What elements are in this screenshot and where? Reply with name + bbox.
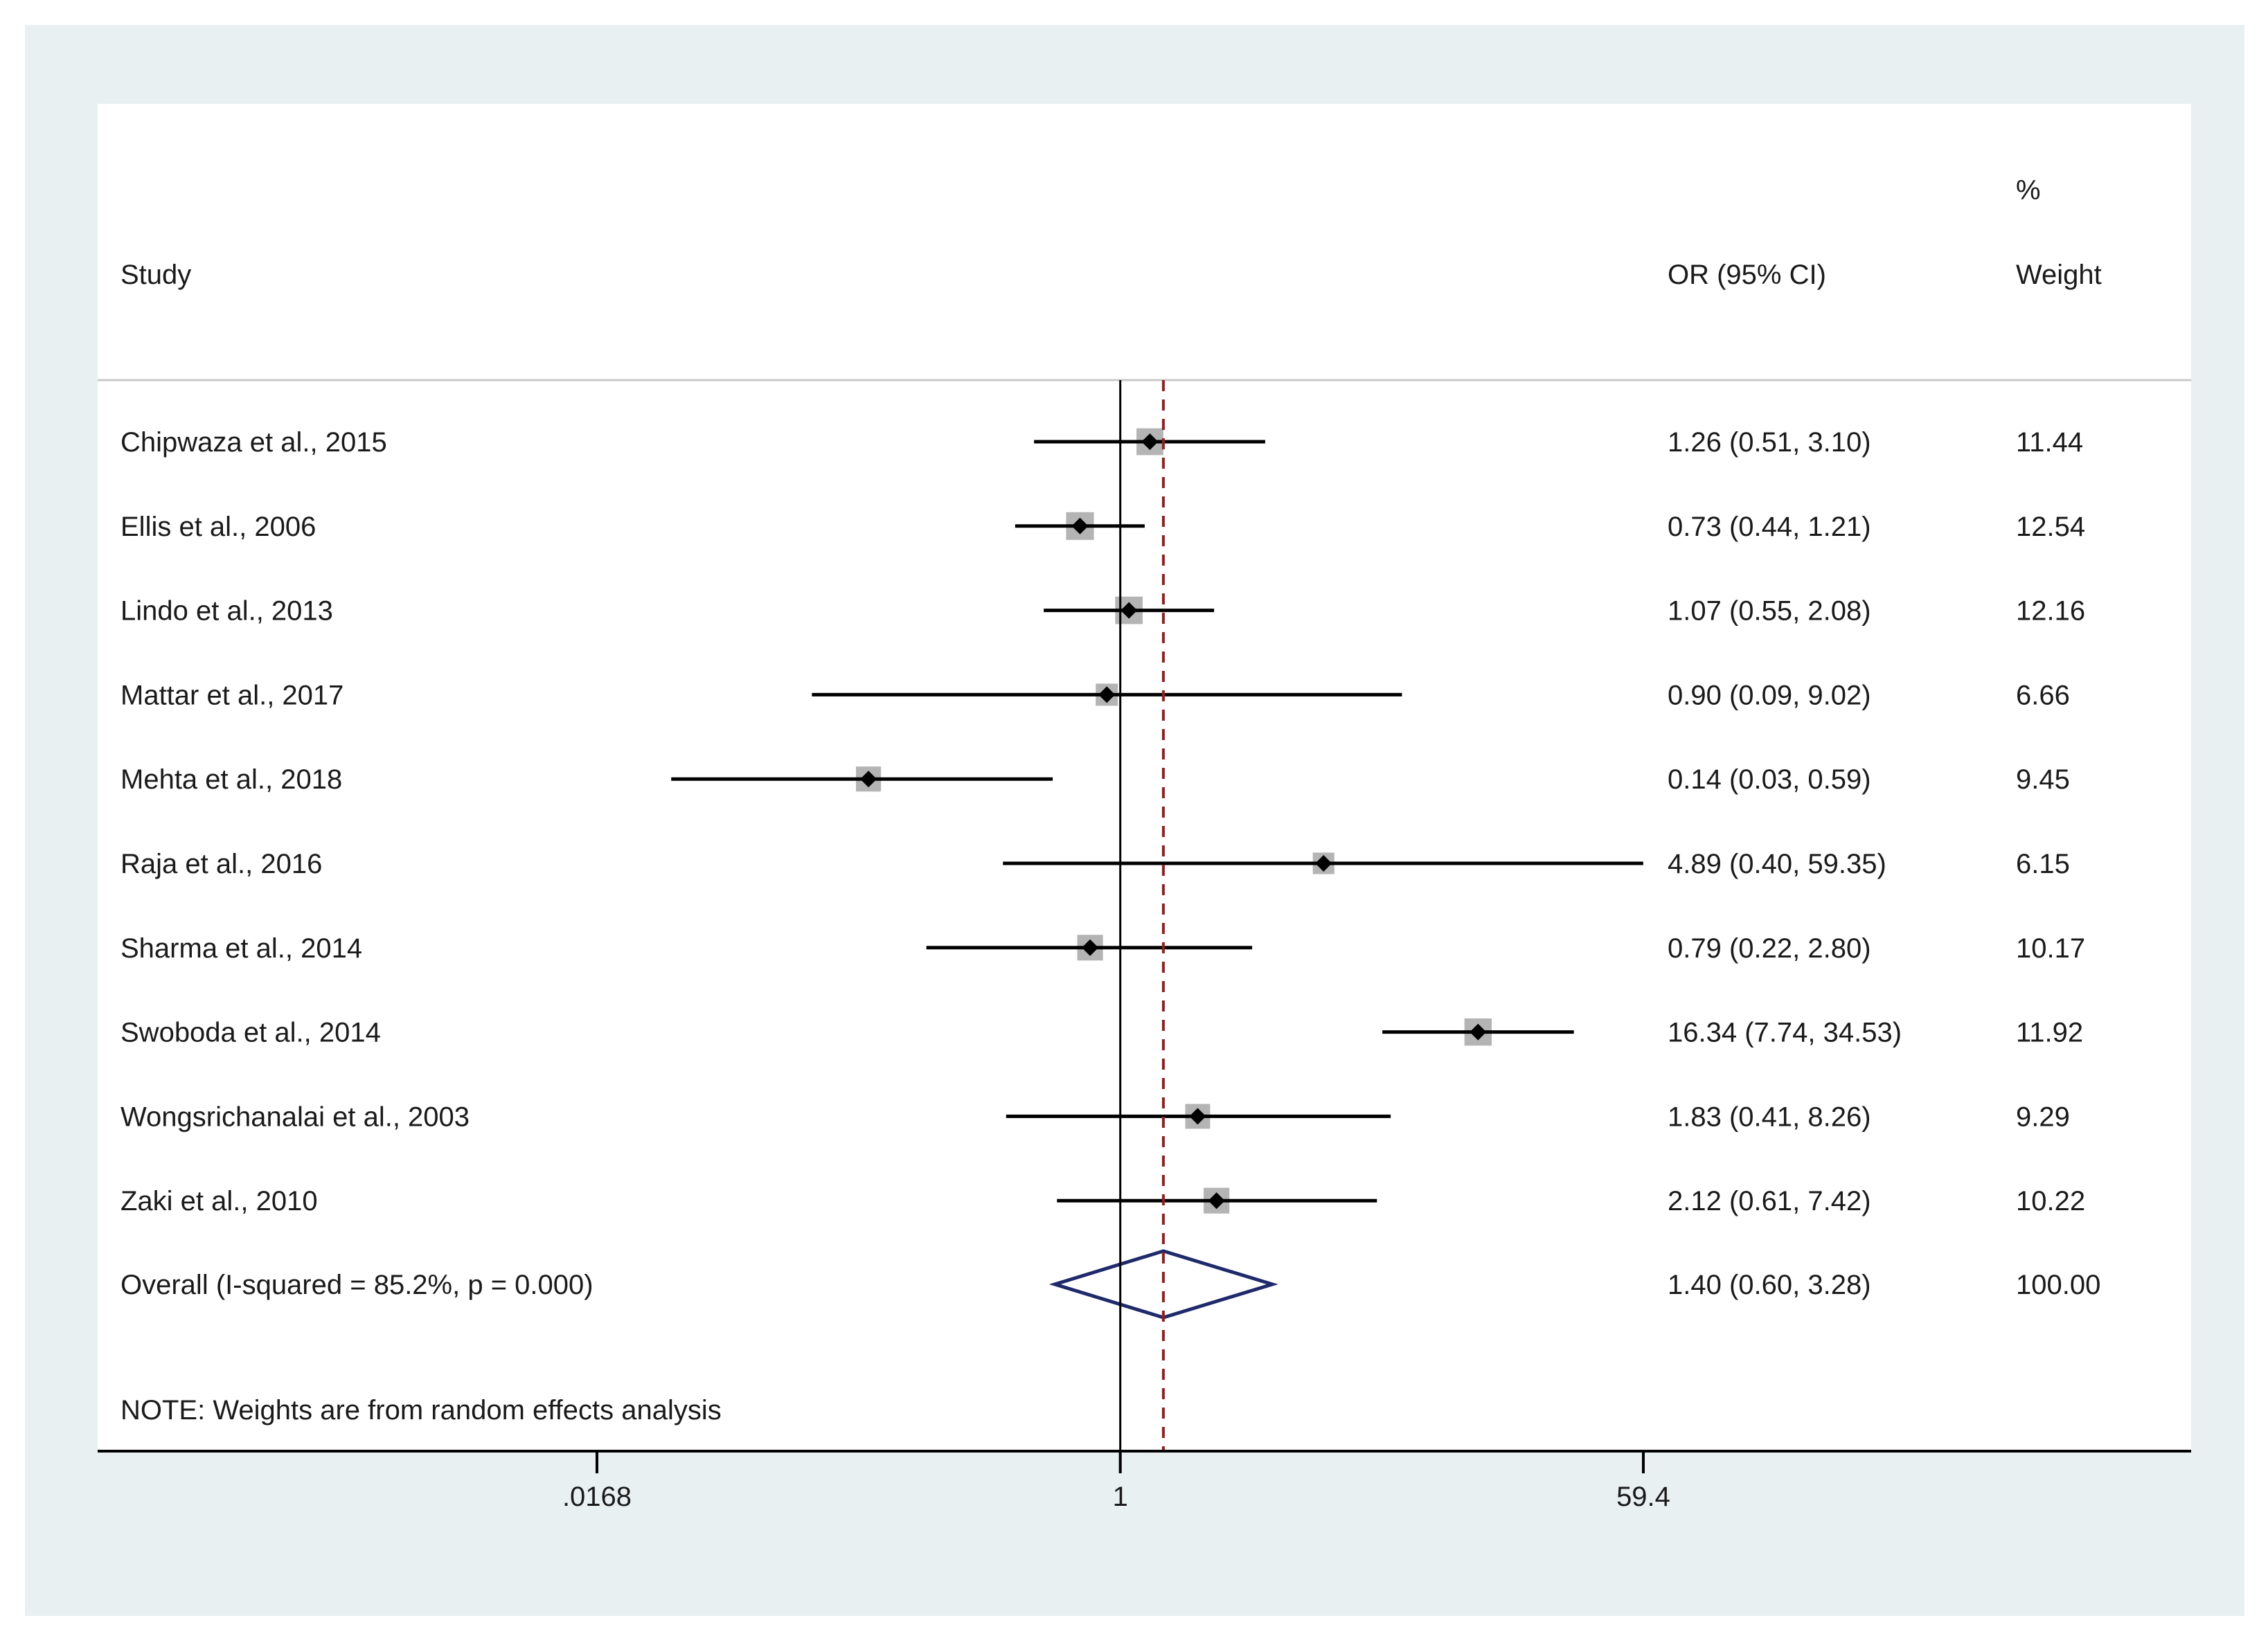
study-label: Ellis et al., 2006 <box>120 512 316 542</box>
study-row: Ellis et al., 2006 0.73 (0.44, 1.21) 12.54 <box>120 512 2085 542</box>
plot-region <box>98 104 2191 1451</box>
study-weight-text: 6.66 <box>2016 680 2070 710</box>
study-weight-text: 11.44 <box>2016 427 2083 458</box>
study-point-estimate <box>1071 517 1089 534</box>
overall-label: Overall (I-squared = 85.2%, p = 0.000) <box>120 1270 593 1300</box>
study-row: Zaki et al., 2010 2.12 (0.61, 7.42) 10.22 <box>120 1186 2085 1216</box>
study-ci-text: 0.90 (0.09, 9.02) <box>1668 680 1871 710</box>
study-row: Chipwaza et al., 2015 1.26 (0.51, 3.10) 11… <box>120 427 2083 458</box>
x-axis-ticks: .0168 1 59.4 <box>562 1451 1670 1512</box>
study-weight-text: 9.29 <box>2016 1102 2070 1132</box>
study-weight-text: 10.22 <box>2016 1186 2085 1216</box>
study-point-estimate <box>1082 939 1099 956</box>
header-study: Study <box>120 260 191 290</box>
header-weight-percent: % <box>2016 175 2041 206</box>
weights-note: NOTE: Weights are from random effects an… <box>120 1395 722 1426</box>
header-weight: Weight <box>2016 260 2102 290</box>
study-label: Chipwaza et al., 2015 <box>120 427 387 458</box>
study-ci-text: 1.26 (0.51, 3.10) <box>1668 427 1871 458</box>
study-label: Lindo et al., 2013 <box>120 596 333 627</box>
study-ci-text: 1.07 (0.55, 2.08) <box>1668 596 1871 627</box>
study-point-estimate <box>1141 433 1159 450</box>
study-weight-text: 6.15 <box>2016 849 2070 879</box>
study-weight-text: 12.54 <box>2016 512 2085 542</box>
study-row: Mehta et al., 2018 0.14 (0.03, 0.59) 9.45 <box>120 764 2070 795</box>
study-row: Raja et al., 2016 4.89 (0.40, 59.35) 6.15 <box>120 849 2070 879</box>
study-weight-text: 12.16 <box>2016 596 2085 627</box>
study-label: Mattar et al., 2017 <box>120 680 343 710</box>
overall-ci-text: 1.40 (0.60, 3.28) <box>1668 1270 1871 1300</box>
study-ci-text: 0.14 (0.03, 0.59) <box>1668 764 1871 795</box>
x-tick-label: .0168 <box>562 1482 632 1512</box>
study-point-estimate <box>1315 855 1332 872</box>
study-label: Wongsrichanalai et al., 2003 <box>120 1102 470 1132</box>
study-point-estimate <box>1120 602 1138 619</box>
overall-diamond <box>1048 1249 1278 1320</box>
study-row: Swoboda et al., 2014 16.34 (7.74, 34.53) 1… <box>120 1018 2083 1048</box>
study-point-estimate <box>860 771 877 788</box>
study-ci-text: 16.34 (7.74, 34.53) <box>1668 1018 1902 1048</box>
study-label: Sharma et al., 2014 <box>120 933 362 964</box>
study-ci-text: 0.79 (0.22, 2.80) <box>1668 933 1871 964</box>
header-effect: OR (95% CI) <box>1668 260 1826 290</box>
study-point-estimate <box>1470 1023 1487 1041</box>
study-point-estimate <box>1189 1108 1206 1125</box>
study-label: Raja et al., 2016 <box>120 849 322 879</box>
study-weight-text: 10.17 <box>2016 933 2085 964</box>
study-row: Wongsrichanalai et al., 2003 1.83 (0.41, … <box>120 1102 2070 1132</box>
study-row: Mattar et al., 2017 0.90 (0.09, 9.02) 6.66 <box>120 680 2070 710</box>
study-rows: Chipwaza et al., 2015 1.26 (0.51, 3.10) 11… <box>120 427 2085 1216</box>
study-weight-text: 9.45 <box>2016 764 2070 795</box>
study-point-estimate <box>1208 1192 1225 1210</box>
study-label: Mehta et al., 2018 <box>120 764 342 795</box>
study-row: Lindo et al., 2013 1.07 (0.55, 2.08) 12.16 <box>120 596 2085 627</box>
study-point-estimate <box>1098 686 1116 703</box>
study-row: Sharma et al., 2014 0.79 (0.22, 2.80) 10.1… <box>120 933 2085 964</box>
x-tick-label: 1 <box>1113 1482 1128 1512</box>
overall-weight-text: 100.00 <box>2016 1270 2100 1300</box>
study-ci-text: 0.73 (0.44, 1.21) <box>1668 512 1871 542</box>
study-ci-text: 1.83 (0.41, 8.26) <box>1668 1102 1871 1132</box>
study-label: Zaki et al., 2010 <box>120 1186 318 1216</box>
study-ci-text: 4.89 (0.40, 59.35) <box>1668 849 1886 879</box>
study-weight-text: 11.92 <box>2016 1018 2083 1048</box>
study-label: Swoboda et al., 2014 <box>120 1018 381 1048</box>
study-ci-text: 2.12 (0.61, 7.42) <box>1668 1186 1871 1216</box>
x-tick-label: 59.4 <box>1616 1482 1670 1512</box>
